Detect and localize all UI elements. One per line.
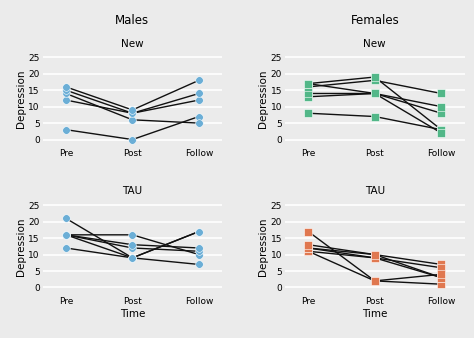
Y-axis label: Depression: Depression [258,217,268,275]
Y-axis label: Depression: Depression [16,69,26,128]
Text: Females: Females [350,14,399,27]
Title: TAU: TAU [122,187,143,196]
Title: TAU: TAU [365,187,385,196]
Title: New: New [364,39,386,49]
Text: Males: Males [115,14,149,27]
Y-axis label: Depression: Depression [258,69,268,128]
Y-axis label: Depression: Depression [16,217,26,275]
Title: New: New [121,39,144,49]
X-axis label: Time: Time [120,309,145,319]
X-axis label: Time: Time [362,309,387,319]
